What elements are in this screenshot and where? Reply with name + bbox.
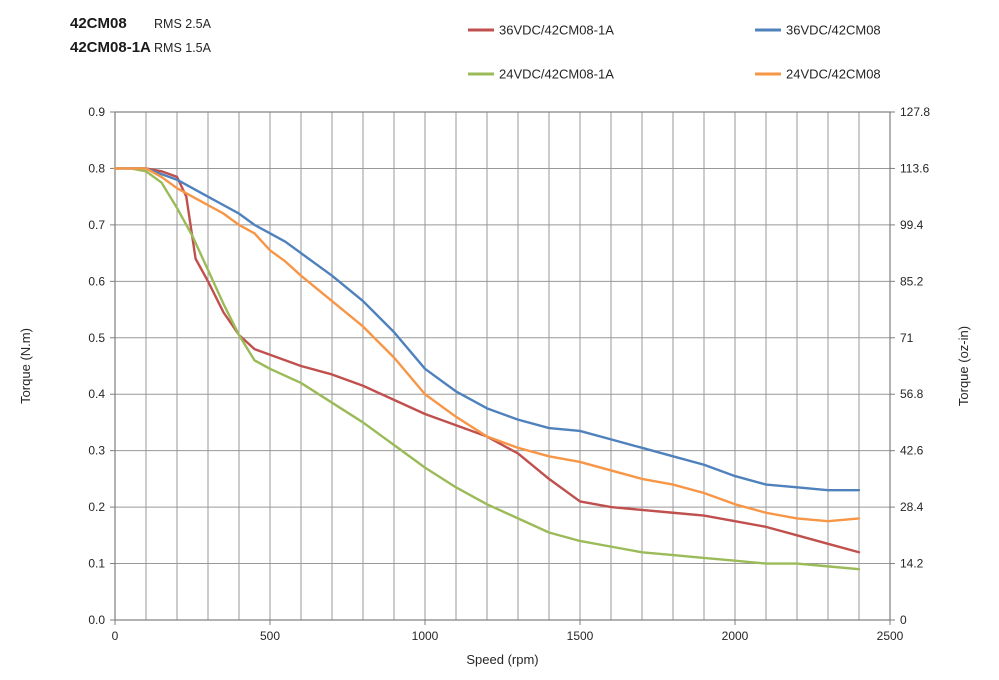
y-right-tick-label: 0: [900, 613, 907, 627]
model-header: 42CM08 RMS 2.5A 42CM08-1A RMS 1.5A: [70, 12, 211, 60]
y-right-tick-label: 99.4: [900, 218, 924, 232]
y-left-tick-label: 0.2: [88, 500, 105, 514]
model-row-2: 42CM08-1A RMS 1.5A: [70, 36, 211, 60]
y-left-tick-label: 0.0: [88, 613, 105, 627]
x-axis-tick-label: 2000: [722, 629, 749, 643]
model-name-2: 42CM08-1A: [70, 39, 151, 56]
legend-label-24vdc-42cm08-1a: 24VDC/42CM08-1A: [499, 67, 614, 82]
series-line-24vdc-42cm08: [113, 167, 861, 523]
y-right-tick-label: 14.2: [900, 557, 924, 571]
y-right-tick-label: 71: [900, 331, 914, 345]
x-axis-tick-label: 1500: [567, 629, 594, 643]
model-rms-1: RMS 2.5A: [154, 17, 211, 31]
x-axis-tick-label: 2500: [877, 629, 904, 643]
y-left-tick-label: 0.4: [88, 387, 105, 401]
y-left-tick-label: 0.1: [88, 557, 105, 571]
y-right-axis-title: Torque (oz-in): [956, 326, 971, 406]
y-right-tick-label: 28.4: [900, 500, 924, 514]
legend-label-24vdc-42cm08: 24VDC/42CM08: [786, 67, 881, 82]
y-left-tick-label: 0.9: [88, 105, 105, 119]
y-right-tick-label: 127.8: [900, 105, 930, 119]
legend-label-36vdc-42cm08-1a: 36VDC/42CM08-1A: [499, 23, 614, 38]
series-line-36vdc-42cm08-1a: [113, 167, 861, 554]
y-left-tick-label: 0.5: [88, 331, 105, 345]
series-line-24vdc-42cm08-1a: [113, 167, 861, 571]
model-name-1: 42CM08: [70, 15, 127, 32]
x-axis-tick-label: 0: [112, 629, 119, 643]
model-rms-2: RMS 1.5A: [154, 41, 211, 55]
x-axis-tick-label: 1000: [412, 629, 439, 643]
y-left-tick-label: 0.3: [88, 444, 105, 458]
legend-label-36vdc-42cm08: 36VDC/42CM08: [786, 23, 881, 38]
x-axis-tick-label: 500: [260, 629, 280, 643]
y-right-tick-label: 85.2: [900, 274, 924, 288]
y-left-tick-label: 0.7: [88, 218, 105, 232]
plot-border: [114, 111, 891, 621]
series-line-36vdc-42cm08: [113, 167, 861, 492]
y-left-tick-label: 0.8: [88, 161, 105, 175]
y-right-tick-label: 113.6: [900, 161, 929, 175]
y-left-tick-label: 0.6: [88, 274, 105, 288]
x-axis-title: Speed (rpm): [466, 652, 538, 667]
y-right-tick-label: 56.8: [900, 387, 924, 401]
y-right-tick-label: 42.6: [900, 444, 924, 458]
model-row-1: 42CM08 RMS 2.5A: [70, 12, 211, 36]
y-left-axis-title: Torque (N.m): [18, 328, 33, 404]
